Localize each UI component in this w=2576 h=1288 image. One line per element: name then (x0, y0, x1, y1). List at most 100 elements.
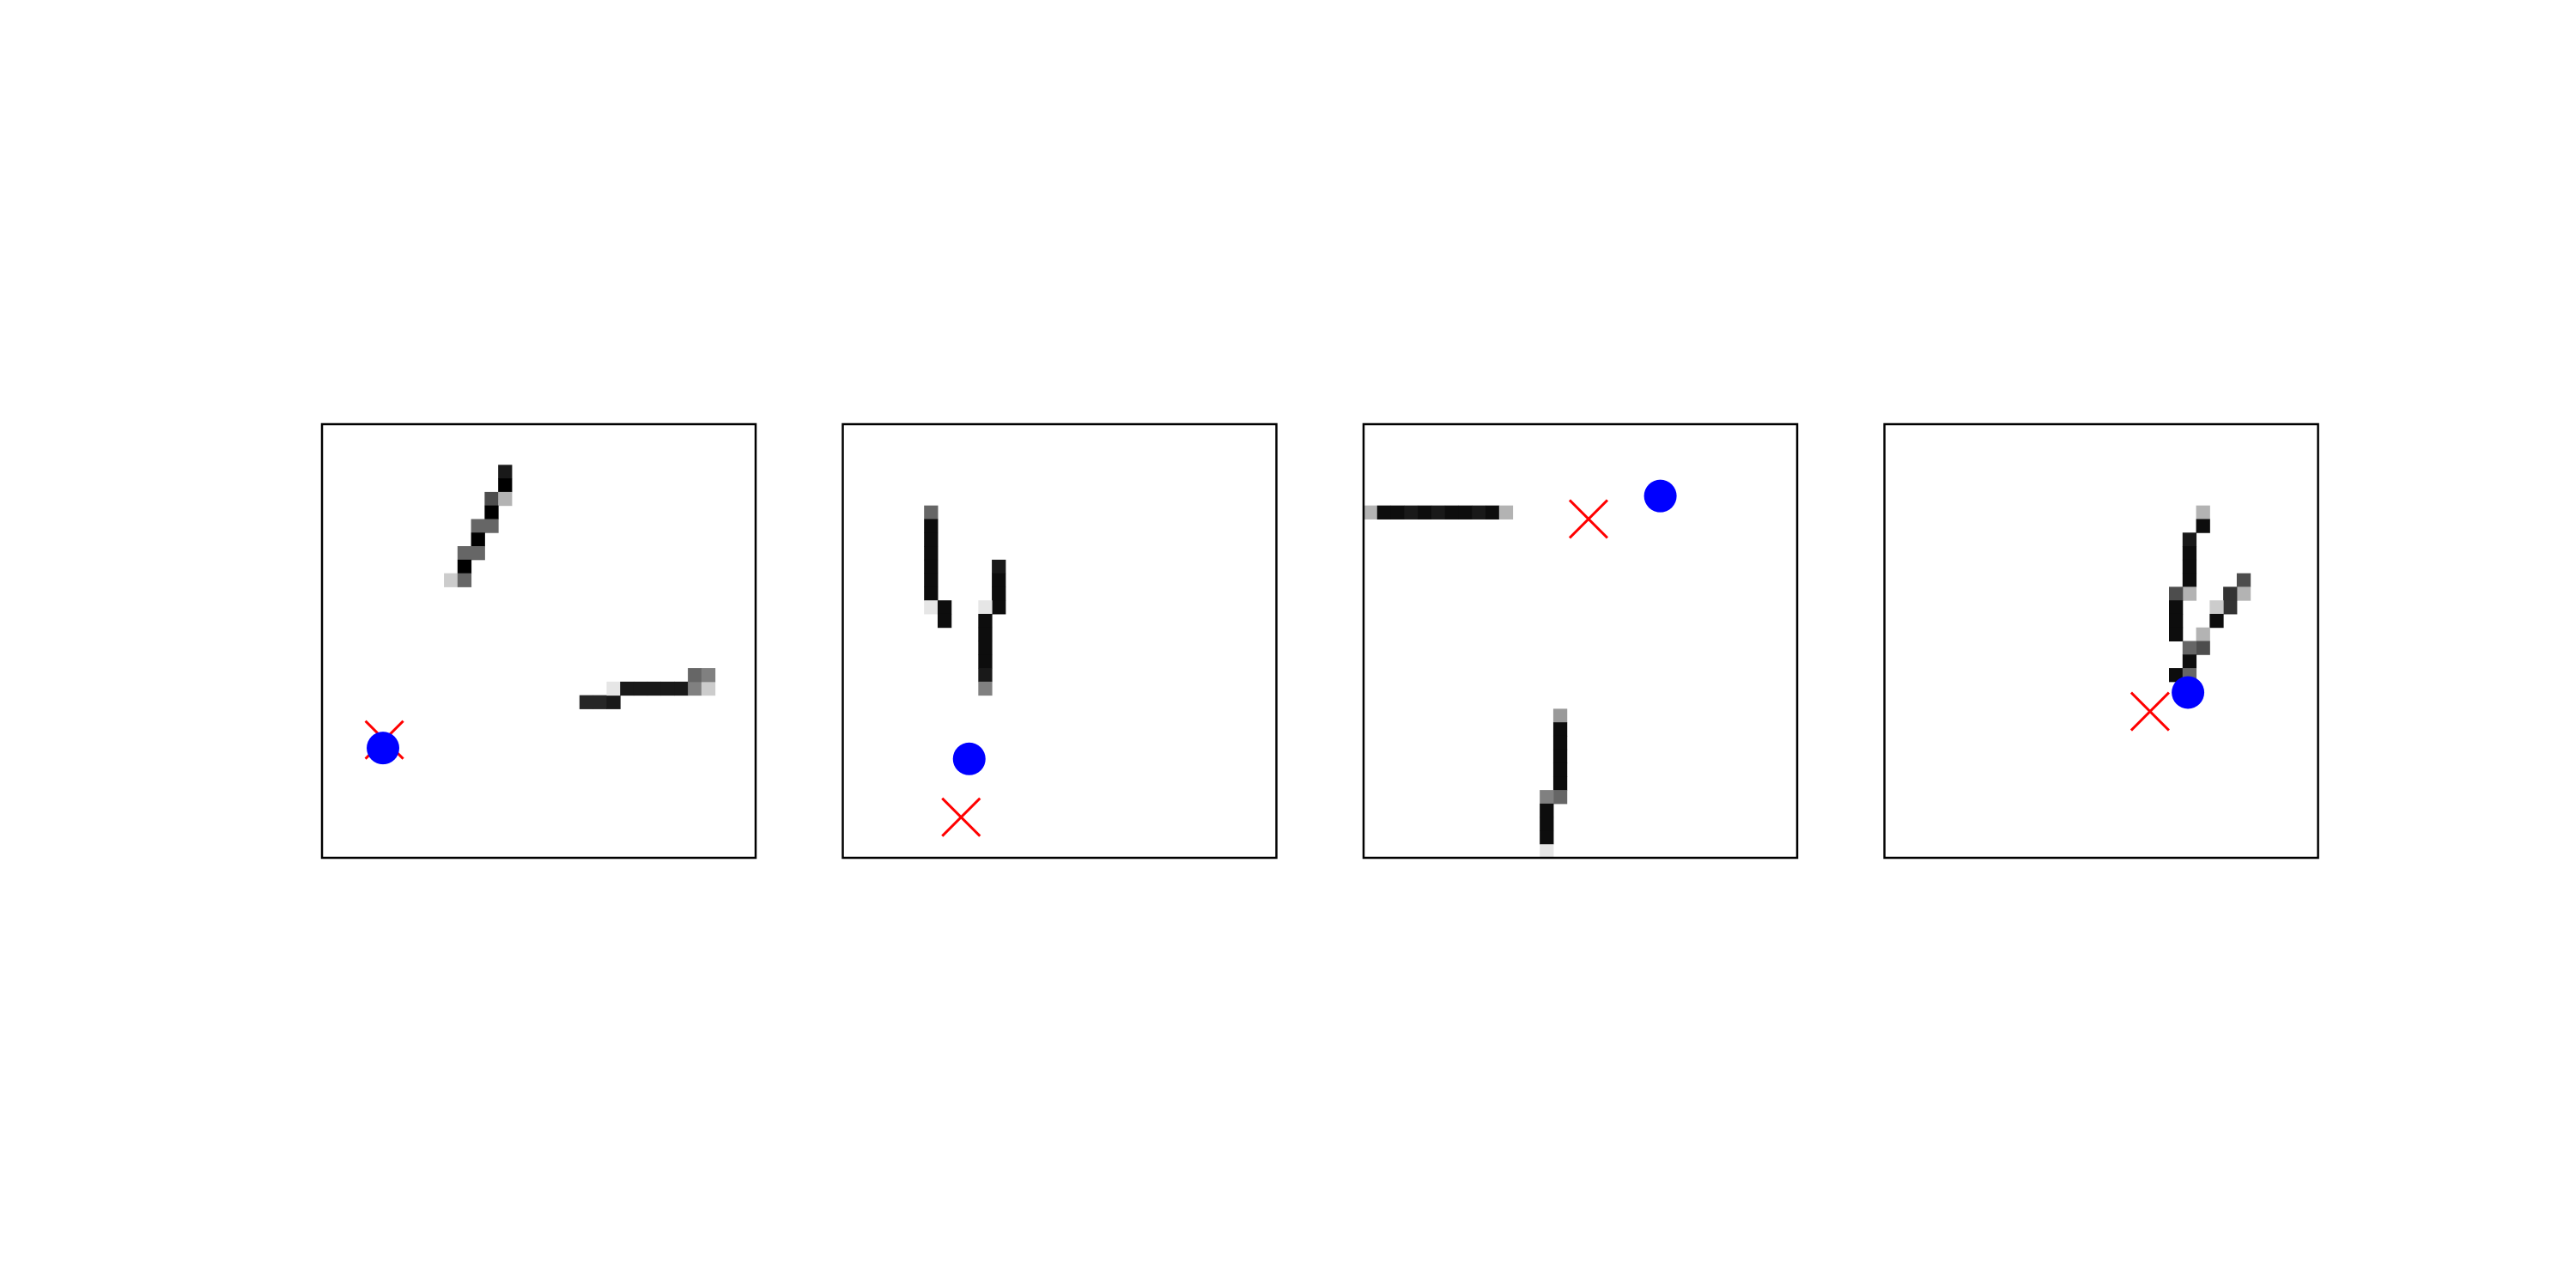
pixel (606, 695, 621, 709)
axes-frame (1883, 422, 2319, 860)
pixel (457, 573, 472, 587)
pixel (498, 491, 513, 507)
pixel (1431, 505, 1446, 519)
pixel (1376, 505, 1392, 519)
panel (841, 422, 1278, 860)
pixel (2182, 586, 2197, 601)
pixel (1540, 803, 1554, 818)
pixel (978, 668, 993, 683)
pixel (1390, 505, 1405, 519)
pixel (674, 681, 689, 696)
pixel (924, 546, 939, 561)
pixel (1485, 505, 1500, 519)
pixel (2196, 519, 2210, 533)
pixel (2196, 641, 2210, 655)
pixel (688, 681, 702, 696)
pixel (633, 681, 648, 696)
pixel (498, 478, 513, 493)
pixel (647, 681, 662, 696)
panel (1362, 422, 1799, 860)
pixel (978, 600, 993, 615)
pixel (978, 681, 993, 696)
pixel (1552, 722, 1568, 737)
dot-marker (367, 732, 400, 765)
pixel (1540, 830, 1554, 845)
cross-marker (2129, 691, 2170, 732)
pixel (2169, 586, 2184, 601)
pixel (484, 519, 499, 533)
pixel (457, 559, 472, 574)
pixel (606, 681, 621, 696)
dot-marker (1643, 479, 1677, 513)
pixel (1552, 708, 1568, 723)
pixel (1552, 790, 1568, 805)
pixel (2223, 600, 2238, 615)
pixel (992, 573, 1006, 587)
pixel (2182, 559, 2197, 574)
cross-marker (941, 797, 981, 837)
axes-frame (320, 422, 757, 860)
pixel (471, 546, 485, 561)
pixel (992, 559, 1006, 574)
pixel (2182, 546, 2197, 561)
pixel (1552, 776, 1568, 791)
pixel (2182, 573, 2197, 587)
pixel (444, 573, 459, 587)
pixel (484, 491, 499, 507)
pixel (1552, 749, 1568, 764)
pixel (924, 519, 939, 533)
pixel (1404, 505, 1419, 519)
pixel (2209, 600, 2224, 615)
pixel (924, 559, 939, 574)
pixel (978, 627, 993, 641)
pixel (992, 600, 1006, 615)
pixel (978, 654, 993, 669)
pixel (498, 465, 513, 479)
pixel (2236, 586, 2251, 601)
pixel (1552, 735, 1568, 750)
pixel (924, 600, 939, 615)
pixel (1364, 505, 1378, 519)
pixel (1498, 505, 1514, 519)
panel (1883, 422, 2319, 860)
cross-marker (1568, 499, 1609, 539)
pixel (1540, 817, 1554, 831)
pixel (2223, 586, 2238, 601)
pixel (2196, 627, 2210, 641)
pixel (701, 681, 716, 696)
pixel (2182, 532, 2197, 547)
pixel (937, 613, 952, 629)
pixel (471, 519, 485, 533)
pixel (924, 505, 939, 519)
pixel (2169, 627, 2184, 641)
pixel (1418, 505, 1432, 519)
pixel (978, 613, 993, 629)
pixel (978, 641, 993, 655)
pixel (924, 586, 939, 601)
dot-marker (952, 742, 986, 775)
axes-frame (1362, 422, 1799, 860)
pixel (579, 695, 594, 709)
pixel (1458, 505, 1473, 519)
panel (320, 422, 757, 860)
pixel (924, 573, 939, 587)
dot-marker (2172, 676, 2205, 709)
pixel (2169, 613, 2184, 629)
pixel (2196, 505, 2210, 519)
pixel (1444, 505, 1459, 519)
pixel (484, 505, 499, 519)
pixel (1540, 790, 1554, 805)
pixel (2169, 600, 2184, 615)
pixel (2209, 613, 2224, 629)
pixel (2182, 641, 2197, 655)
pixel (457, 546, 472, 561)
pixel (992, 586, 1006, 601)
pixel (2236, 573, 2251, 587)
pixel (1540, 844, 1554, 859)
pixel (924, 532, 939, 547)
pixel (688, 668, 702, 683)
axes-frame (841, 422, 1278, 860)
pixel (1472, 505, 1486, 519)
